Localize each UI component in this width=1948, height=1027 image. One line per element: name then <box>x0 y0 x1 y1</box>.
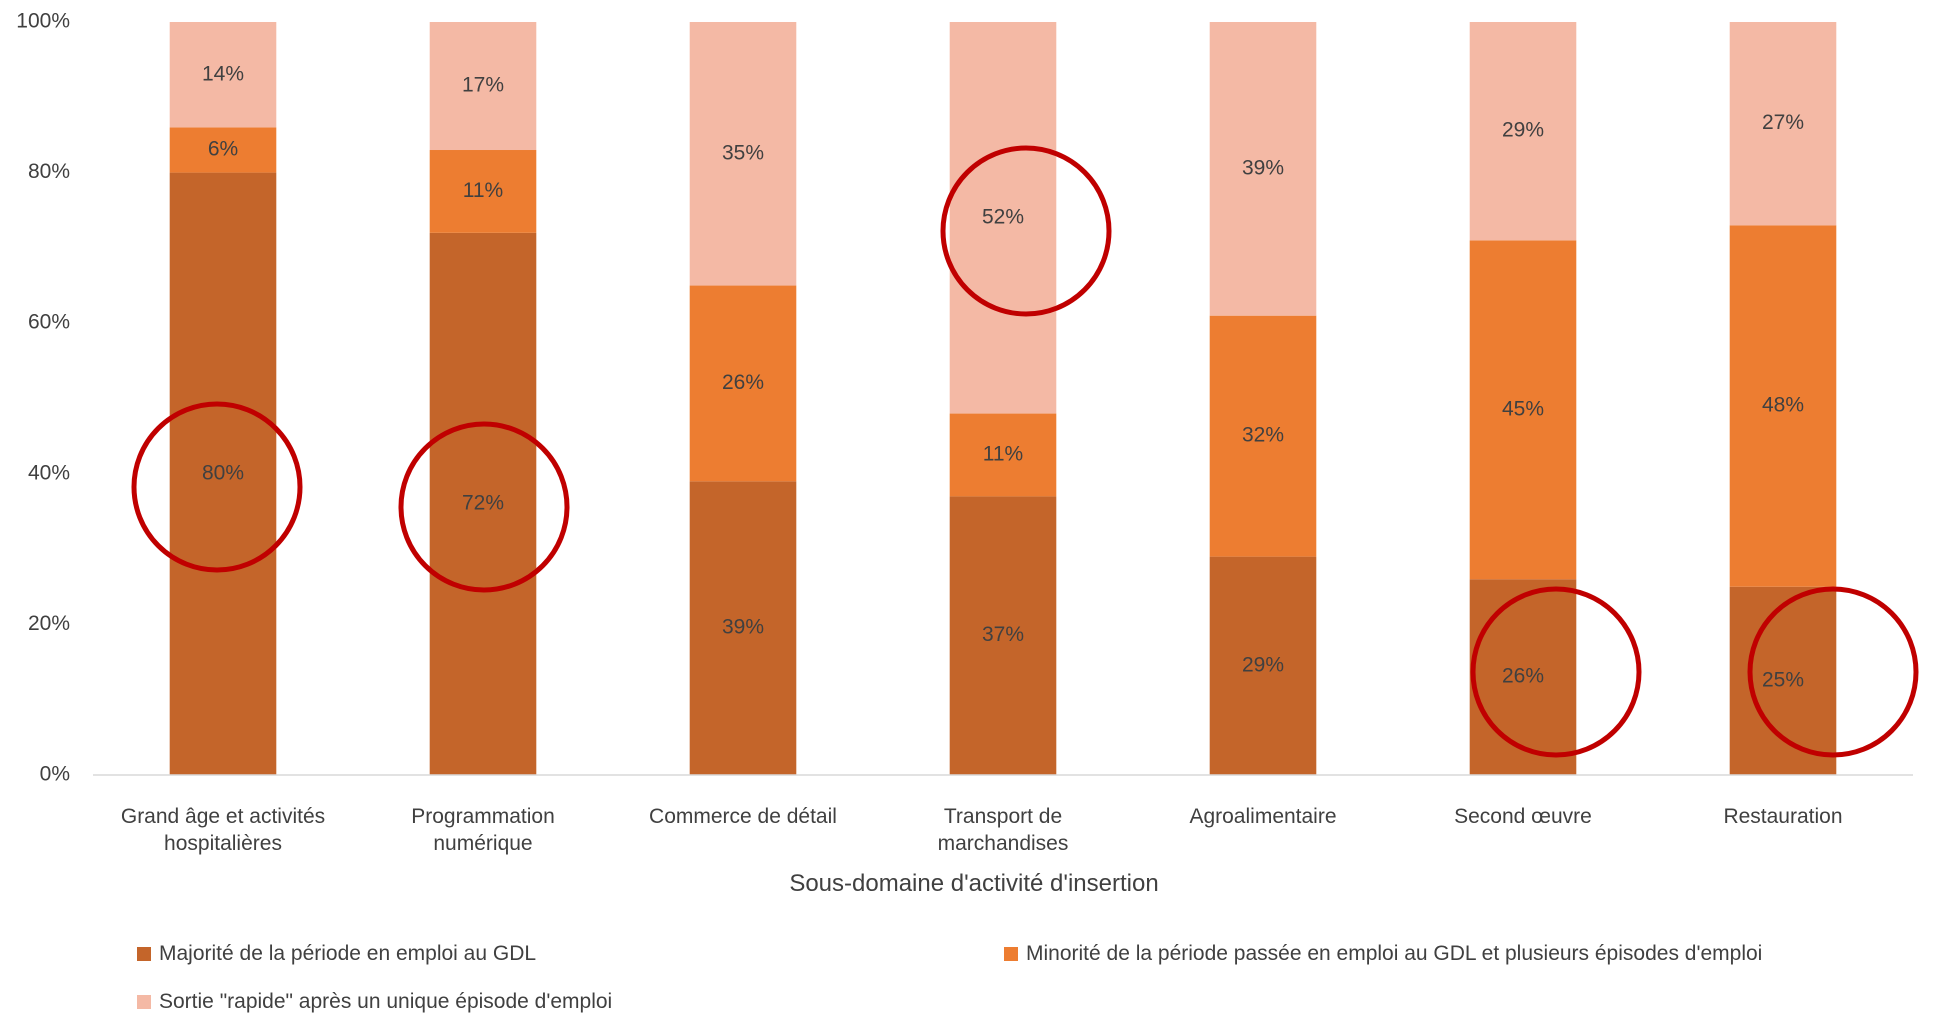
y-tick-label: 20% <box>28 612 70 635</box>
y-tick-label: 100% <box>16 10 70 33</box>
data-label: 80% <box>202 461 244 484</box>
data-label: 11% <box>983 443 1023 466</box>
data-label: 48% <box>1762 394 1804 417</box>
data-label: 26% <box>722 371 764 394</box>
legend-swatch <box>137 947 151 961</box>
data-label: 17% <box>462 74 504 97</box>
data-label: 32% <box>1242 424 1284 447</box>
x-tick-label: Transport de marchandises <box>937 805 1069 855</box>
data-label: 25% <box>1762 668 1804 691</box>
data-label: 39% <box>722 616 764 639</box>
bar-segment <box>689 22 797 286</box>
legend-item: Sortie "rapide" après un unique épisode … <box>137 990 612 1014</box>
x-tick-label: Commerce de détail <box>649 805 837 828</box>
legend-swatch <box>137 995 151 1009</box>
legend-label: Majorité de la période en emploi au GDL <box>159 942 537 965</box>
data-label: 14% <box>202 62 244 85</box>
y-tick-label: 40% <box>28 461 70 484</box>
bar-segment <box>1729 225 1837 587</box>
bar-segment <box>949 496 1057 775</box>
data-label: 72% <box>462 491 504 514</box>
bar-segment <box>689 285 797 482</box>
x-tick-label: Grand âge et activités hospitalières <box>120 805 326 855</box>
y-tick-label: 60% <box>28 311 70 334</box>
bar-segment <box>169 22 277 128</box>
data-label: 26% <box>1502 665 1544 688</box>
data-label: 29% <box>1502 119 1544 142</box>
data-label: 27% <box>1762 111 1804 134</box>
bar-segment <box>1209 556 1317 775</box>
x-tick-label: Agroalimentaire <box>1189 805 1337 828</box>
bar-segment <box>1209 315 1317 557</box>
bar-segment <box>429 22 537 151</box>
x-tick-label: Programmation numérique <box>411 805 555 855</box>
bar-segment <box>1469 22 1577 241</box>
x-tick-label: Second œuvre <box>1454 805 1592 828</box>
legend-item: Majorité de la période en emploi au GDL <box>137 942 536 966</box>
data-label: 35% <box>722 141 764 164</box>
data-label: 37% <box>982 623 1024 646</box>
legend-item: Minorité de la période passée en emploi … <box>1004 942 1762 966</box>
bar-segment <box>949 413 1057 497</box>
data-label: 11% <box>463 179 503 202</box>
legend-label: Sortie "rapide" après un unique épisode … <box>159 990 613 1013</box>
bar-segment <box>1469 240 1577 580</box>
bar-segment <box>1209 22 1317 316</box>
data-label: 45% <box>1502 397 1544 420</box>
data-label: 29% <box>1242 653 1284 676</box>
bar-segment <box>429 150 537 233</box>
data-label: 6% <box>208 138 238 161</box>
data-label: 52% <box>982 205 1024 228</box>
y-tick-label: 0% <box>40 763 70 786</box>
y-tick-label: 80% <box>28 160 70 183</box>
legend-label: Minorité de la période passée en emploi … <box>1026 942 1763 965</box>
data-label: 39% <box>1242 156 1284 179</box>
x-tick-label: Restauration <box>1723 805 1843 828</box>
bar-segment <box>689 481 797 775</box>
bar-segment <box>169 127 277 173</box>
legend-swatch <box>1004 947 1018 961</box>
bar-segment <box>1729 22 1837 226</box>
x-axis-title: Sous-domaine d'activité d'insertion <box>789 870 1159 897</box>
